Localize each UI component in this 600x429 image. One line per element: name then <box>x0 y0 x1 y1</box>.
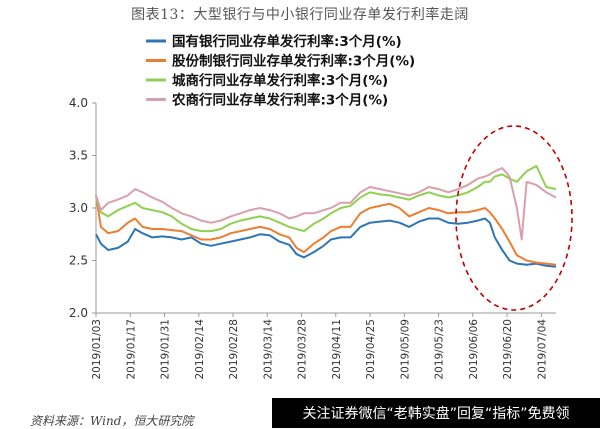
series-line-1 <box>95 217 557 268</box>
legend-label-3: 城商行同业存单发行利率:3个月(%) <box>172 72 388 89</box>
highlight-ellipse <box>455 125 573 311</box>
figure-title: 图表13：大型银行与中小银行同业存单发行利率走阔 <box>131 7 469 23</box>
series-line-2 <box>95 195 557 266</box>
y-tick-label: 4.0 <box>69 96 88 110</box>
chart-legend: 国有银行同业存单发行利率:3个月(%) 股份制银行同业存单发行利率:3个月(%) 城… <box>146 33 415 109</box>
y-tick-label: 3.5 <box>69 149 88 163</box>
x-tick-label: 2019/03/14 <box>262 319 274 380</box>
chart-axes: 2.0 2.5 3.0 3.5 4.0 2019/01/03 2019/01/17 2019/… <box>69 96 556 380</box>
x-tick-label: 2019/04/25 <box>365 319 377 380</box>
x-tick-label: 2019/03/28 <box>297 319 309 380</box>
x-tick-label: 2019/01/17 <box>125 319 137 380</box>
x-tick-label: 2019/01/31 <box>160 319 172 380</box>
y-tick-label: 2.0 <box>69 306 88 320</box>
series-line-4 <box>95 167 557 241</box>
watermark-banner: 关注证券微信“老韩实盘”回复“指标”免费领 <box>272 398 600 428</box>
x-tick-label: 2019/05/09 <box>399 319 411 380</box>
x-tick-label: 2019/02/28 <box>228 319 240 380</box>
x-tick-label: 2019/06/06 <box>468 319 480 380</box>
legend-label-2: 股份制银行同业存单发行利率:3个月(%) <box>172 53 415 70</box>
source-note: 资料来源：Wind，恒大研究院 <box>30 414 194 428</box>
x-tick-label: 2019/06/20 <box>502 319 514 380</box>
series-line-3 <box>95 165 557 233</box>
legend-label-1: 国有银行同业存单发行利率:3个月(%) <box>172 33 402 50</box>
x-tick-label: 2019/01/03 <box>91 319 103 380</box>
plot-area <box>95 165 557 268</box>
x-tick-label: 2019/02/14 <box>194 319 206 380</box>
x-tick-label: 2019/07/04 <box>536 319 548 380</box>
y-tick-label: 3.0 <box>69 201 88 215</box>
legend-label-4: 农商行同业存单发行利率:3个月(%) <box>171 92 388 109</box>
x-tick-label: 2019/05/23 <box>434 319 446 380</box>
x-tick-label: 2019/04/11 <box>331 319 343 380</box>
y-tick-label: 2.5 <box>69 254 88 268</box>
